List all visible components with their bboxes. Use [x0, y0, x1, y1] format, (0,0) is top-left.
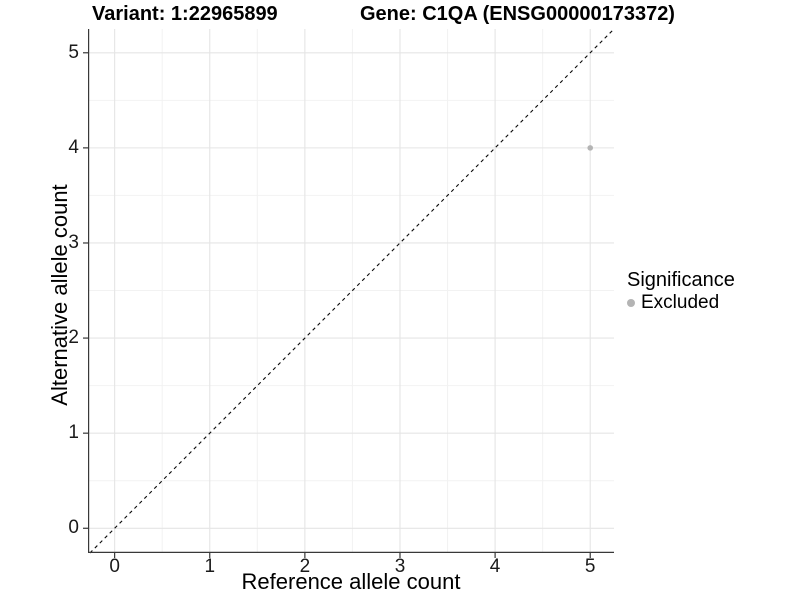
- x-axis-title: Reference allele count: [241, 569, 461, 594]
- x-tick-label: 4: [489, 556, 501, 577]
- legend-key-dot: [627, 298, 635, 307]
- plot-canvas: [83, 28, 615, 558]
- legend-entries: Excluded: [627, 292, 735, 313]
- legend-title: Significance: [627, 269, 735, 291]
- y-tick-label: 1: [68, 422, 79, 444]
- data-point: [587, 145, 594, 151]
- legend-entry-label: Excluded: [641, 292, 720, 313]
- x-tick-label: 1: [204, 556, 216, 577]
- legend: Significance Excluded: [627, 270, 735, 313]
- y-axis-title: Alternative allele count: [47, 184, 72, 406]
- y-tick-label: 3: [68, 231, 79, 253]
- plot-panel: [83, 28, 615, 558]
- identity-dashed-line: [89, 28, 615, 554]
- y-tick-label: 4: [68, 136, 79, 158]
- legend-entry: Excluded: [627, 292, 735, 313]
- x-tick-label: 3: [394, 556, 406, 577]
- x-tick-label: 2: [299, 556, 311, 577]
- plot-title-gene: Gene: C1QA (ENSG00000173372): [360, 3, 675, 25]
- y-tick-label: 0: [68, 517, 79, 539]
- x-tick-label: 5: [584, 556, 596, 577]
- y-tick-label: 5: [68, 41, 79, 63]
- plot-title-variant: Variant: 1:22965899: [92, 3, 278, 25]
- y-tick-label: 2: [68, 327, 79, 349]
- x-tick-label: 0: [109, 556, 120, 577]
